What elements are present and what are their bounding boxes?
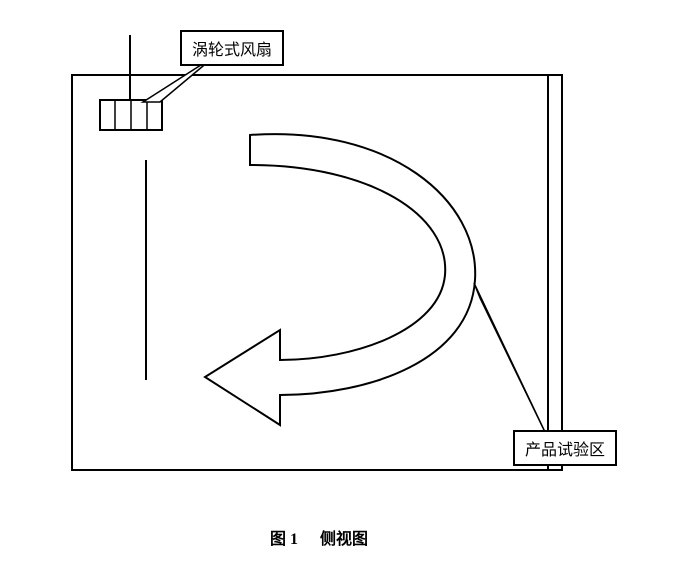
diagram-svg (0, 0, 698, 563)
test-area-label-box: 产品试验区 (513, 430, 617, 466)
figure-caption: 图 1 侧视图 (270, 525, 368, 549)
test-area-callout (474, 283, 545, 432)
test-area-label-text: 产品试验区 (525, 442, 605, 459)
caption-title: 侧视图 (320, 531, 368, 548)
airflow-arrow (205, 134, 475, 425)
caption-prefix: 图 1 (270, 531, 298, 548)
diagram-container: 涡轮式风扇 产品试验区 图 1 侧视图 (0, 0, 698, 563)
fan-label-box: 涡轮式风扇 (180, 30, 284, 66)
fan-label-text: 涡轮式风扇 (192, 42, 272, 59)
